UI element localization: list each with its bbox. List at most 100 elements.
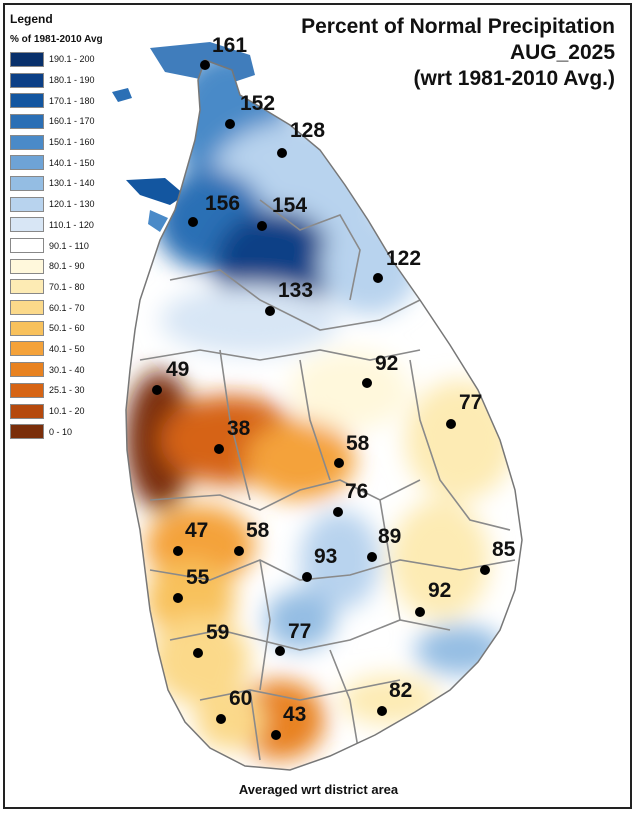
- legend-title: Legend: [10, 12, 53, 26]
- district-value: 43: [283, 703, 306, 726]
- legend-label: 0 - 10: [49, 426, 73, 437]
- legend-swatch: [10, 238, 44, 254]
- district-value: 161: [212, 34, 247, 57]
- legend-swatch: [10, 300, 44, 316]
- legend-swatch: [10, 382, 44, 398]
- legend-label: 180.1 - 190: [49, 75, 95, 86]
- legend-swatch: [10, 320, 44, 336]
- district-marker: 161: [200, 34, 247, 70]
- legend-label: 25.1 - 30: [49, 385, 85, 396]
- legend: Legend % of 1981-2010 Avg 190.1 - 200 180…: [10, 12, 135, 442]
- legend-label: 60.1 - 70: [49, 302, 85, 313]
- district-marker: 128: [277, 119, 325, 158]
- title-line-3: (wrt 1981-2010 Avg.): [413, 67, 615, 90]
- legend-swatch: [10, 403, 44, 419]
- legend-swatch: [10, 175, 44, 191]
- legend-item: 170.1 - 180: [10, 90, 135, 111]
- district-value: 59: [206, 621, 229, 644]
- district-value: 47: [185, 519, 208, 542]
- district-marker: 77: [446, 391, 482, 429]
- legend-swatch: [10, 279, 44, 295]
- legend-item: 130.1 - 140: [10, 173, 135, 194]
- district-value: 128: [290, 119, 325, 142]
- legend-swatch: [10, 217, 44, 233]
- legend-swatch: [10, 72, 44, 88]
- district-marker: 85: [480, 538, 516, 575]
- district-value: 55: [186, 566, 210, 589]
- district-marker: 156: [188, 192, 240, 227]
- district-value: 92: [428, 579, 451, 602]
- legend-item: 80.1 - 90: [10, 256, 135, 277]
- legend-swatch: [10, 258, 44, 274]
- district-marker: 58: [334, 432, 370, 468]
- legend-swatch: [10, 362, 44, 378]
- legend-label: 190.1 - 200: [49, 54, 95, 65]
- district-marker: 154: [257, 194, 307, 231]
- legend-swatch: [10, 196, 44, 212]
- legend-swatch: [10, 113, 44, 129]
- legend-item: 70.1 - 80: [10, 277, 135, 298]
- district-value: 89: [378, 525, 401, 548]
- district-value: 93: [314, 545, 337, 568]
- legend-label: 80.1 - 90: [49, 261, 85, 272]
- district-marker: 92: [362, 352, 398, 388]
- district-marker: 60: [216, 687, 252, 724]
- district-value: 38: [227, 417, 251, 440]
- legend-label: 30.1 - 40: [49, 364, 85, 375]
- district-marker: 122: [373, 247, 421, 283]
- legend-label: 40.1 - 50: [49, 343, 85, 354]
- legend-item: 120.1 - 130: [10, 194, 135, 215]
- district-value: 92: [375, 352, 398, 375]
- district-value: 152: [240, 92, 275, 115]
- district-value: 49: [166, 358, 189, 381]
- map-title: Percent of Normal Precipitation AUG_2025…: [301, 14, 615, 92]
- district-value: 58: [346, 432, 370, 455]
- district-value: 156: [205, 192, 240, 215]
- title-line-2: AUG_2025: [509, 41, 615, 64]
- district-marker: 49: [152, 358, 189, 395]
- legend-label: 70.1 - 80: [49, 281, 85, 292]
- legend-item: 25.1 - 30: [10, 380, 135, 401]
- legend-subtitle: % of 1981-2010 Avg: [10, 34, 103, 45]
- district-markers: 161 152 128 156 154 122 133 92 49 77 38 …: [152, 34, 516, 740]
- district-marker: 77: [275, 620, 311, 656]
- legend-item: 0 - 10: [10, 421, 135, 442]
- district-marker: 38: [214, 417, 251, 454]
- legend-swatch: [10, 51, 44, 67]
- district-marker: 76: [333, 480, 368, 517]
- district-value: 76: [345, 480, 368, 503]
- district-boundaries: [139, 199, 516, 761]
- district-value: 133: [278, 279, 313, 302]
- district-marker: 47: [173, 519, 208, 556]
- legend-label: 120.1 - 130: [49, 199, 95, 210]
- district-marker: 58: [234, 519, 270, 556]
- district-marker: 59: [193, 621, 229, 658]
- legend-item: 50.1 - 60: [10, 318, 135, 339]
- district-marker: 93: [302, 545, 337, 582]
- district-marker: 82: [377, 679, 412, 716]
- island-outline: [125, 59, 523, 771]
- district-value: 82: [389, 679, 412, 702]
- footnote: Averaged wrt district area: [238, 782, 399, 797]
- title-line-1: Percent of Normal Precipitation: [301, 15, 615, 38]
- legend-item: 180.1 - 190: [10, 70, 135, 91]
- legend-item: 190.1 - 200: [10, 49, 135, 70]
- legend-label: 150.1 - 160: [49, 137, 95, 148]
- legend-label: 10.1 - 20: [49, 406, 85, 417]
- legend-item: 40.1 - 50: [10, 339, 135, 360]
- district-value: 85: [492, 538, 516, 561]
- legend-list: 190.1 - 200 180.1 - 190 170.1 - 180 160.1 -…: [10, 49, 135, 442]
- district-value: 77: [288, 620, 311, 643]
- legend-swatch: [10, 93, 44, 109]
- legend-label: 140.1 - 150: [49, 157, 95, 168]
- district-marker: 92: [415, 579, 451, 617]
- legend-item: 60.1 - 70: [10, 297, 135, 318]
- district-marker: 152: [225, 92, 275, 129]
- legend-label: 170.1 - 180: [49, 95, 95, 106]
- legend-item: 110.1 - 120: [10, 215, 135, 236]
- legend-label: 110.1 - 120: [49, 219, 94, 230]
- legend-item: 140.1 - 150: [10, 152, 135, 173]
- district-marker: 89: [367, 525, 401, 562]
- district-value: 58: [246, 519, 270, 542]
